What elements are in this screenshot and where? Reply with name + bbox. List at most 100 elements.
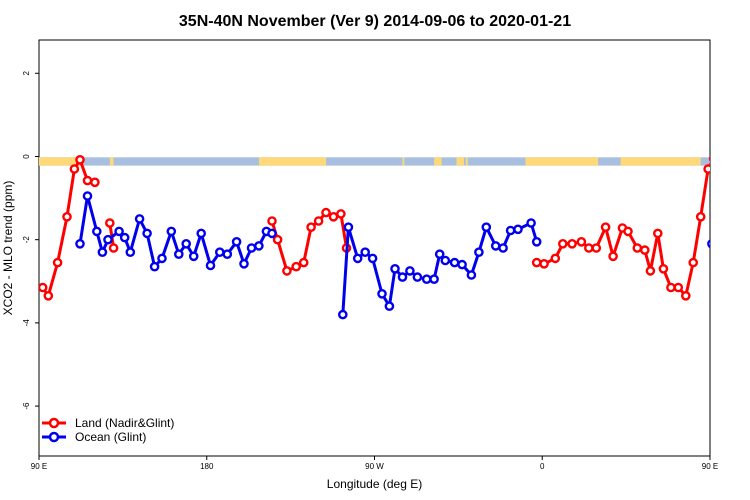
data-point-land [591, 243, 602, 253]
surface-land-segment [456, 157, 464, 166]
data-point-ocean [397, 272, 408, 282]
data-point-ocean [440, 255, 451, 266]
data-point-ocean [434, 249, 445, 259]
data-point-land [39, 282, 48, 293]
data-point-land [267, 216, 277, 226]
data-point-land [738, 219, 745, 226]
series-line-ocean [712, 196, 750, 267]
surface-land-segment [620, 157, 701, 166]
data-point-ocean [429, 274, 439, 285]
data-point-land [681, 290, 691, 301]
data-point-land [62, 211, 72, 222]
data-point-ocean [254, 241, 264, 251]
data-point-ocean [149, 261, 160, 272]
data-point-land [321, 207, 331, 218]
series-line-land [719, 181, 727, 183]
data-point-land [640, 245, 650, 255]
x-tick-label: 90 W [365, 462, 384, 471]
data-point-land [688, 257, 699, 268]
data-point-ocean [474, 247, 484, 257]
data-point-land [567, 238, 577, 249]
legend-item-ocean: Ocean (Glint) [42, 430, 146, 444]
y-tick-label: -2 [22, 236, 31, 244]
data-point-ocean [352, 253, 363, 264]
data-point-land [108, 243, 119, 253]
x-tick-label: 0 [540, 462, 545, 471]
data-point-ocean [214, 247, 225, 257]
data-point-land [608, 251, 618, 262]
data-point-ocean [725, 228, 732, 235]
data-point-ocean [103, 234, 113, 245]
data-point-ocean [75, 238, 85, 249]
surface-type-bar [39, 157, 710, 166]
y-tick-label: 0 [22, 154, 31, 159]
data-point-ocean [490, 241, 501, 251]
data-point-land [298, 257, 309, 268]
data-point-land [75, 154, 85, 165]
data-point-ocean [716, 192, 723, 199]
y-tick-label: 2 [22, 71, 31, 76]
data-point-land [82, 175, 93, 186]
series-line-land [270, 211, 348, 273]
data-point-ocean [390, 263, 400, 274]
data-point-ocean [360, 247, 371, 257]
data-point-land [645, 266, 656, 276]
data-point-ocean [526, 218, 536, 228]
y-axis: 2 0 -2 -4 -6 [22, 71, 39, 410]
x-tick-label: 90 E [31, 462, 47, 471]
data-point-land [328, 211, 339, 222]
data-point-ocean [119, 232, 130, 243]
surface-land-segment [39, 157, 84, 166]
data-point-ocean [466, 270, 477, 280]
surface-land-segment [525, 157, 599, 166]
data-point-ocean [337, 309, 348, 320]
data-point-ocean [457, 259, 467, 270]
data-point-ocean [92, 226, 102, 237]
data-point-ocean [736, 236, 743, 243]
data-point-ocean [505, 225, 516, 236]
plot-frame [38, 39, 711, 457]
data-point-ocean [267, 228, 277, 239]
data-point-land [43, 290, 54, 301]
data-point-land [558, 238, 568, 249]
y-axis-label: XCO2 - MLO trend (ppm) [1, 181, 15, 316]
data-point-ocean [125, 247, 136, 257]
surface-ocean [39, 157, 710, 166]
data-point-ocean [181, 238, 191, 249]
y-tick-label: -6 [22, 402, 31, 410]
surface-land-segment [434, 157, 442, 166]
data-point-land [708, 155, 710, 162]
data-point-land [539, 258, 549, 269]
y-tick-label: -4 [22, 319, 31, 327]
data-point-ocean [157, 253, 167, 264]
legend-label-ocean: Ocean (Glint) [75, 430, 146, 444]
data-point-land [600, 222, 611, 232]
data-point-ocean [707, 239, 710, 249]
data-point-ocean [188, 251, 199, 262]
x-axis-label: Longitude (deg E) [327, 477, 422, 491]
data-point-land [69, 164, 80, 174]
data-point-ocean [231, 236, 242, 247]
data-point-land [531, 257, 542, 268]
surface-land-segment [402, 157, 405, 166]
data-point-ocean [405, 266, 415, 276]
legend-item-land: Land (Nadir&Glint) [42, 416, 174, 430]
data-point-ocean [498, 243, 508, 253]
data-point-land [716, 177, 723, 184]
x-axis: 90 E 180 90 W 0 90 E [31, 456, 718, 471]
data-point-ocean [173, 249, 184, 259]
data-point-land [703, 164, 710, 174]
data-point-land [673, 282, 684, 293]
x-tick-label: 180 [200, 462, 214, 471]
data-point-ocean [142, 228, 152, 239]
data-point-land [576, 236, 587, 247]
data-point-ocean [421, 274, 432, 285]
legend: Land (Nadir&Glint) Ocean (Glint) [42, 416, 174, 444]
surface-land-segment [109, 157, 114, 166]
data-point-ocean [246, 243, 257, 253]
data-point-land [723, 179, 730, 186]
surface-land-segment [258, 157, 327, 166]
data-point-ocean [531, 236, 542, 247]
data-point-land [313, 216, 324, 226]
